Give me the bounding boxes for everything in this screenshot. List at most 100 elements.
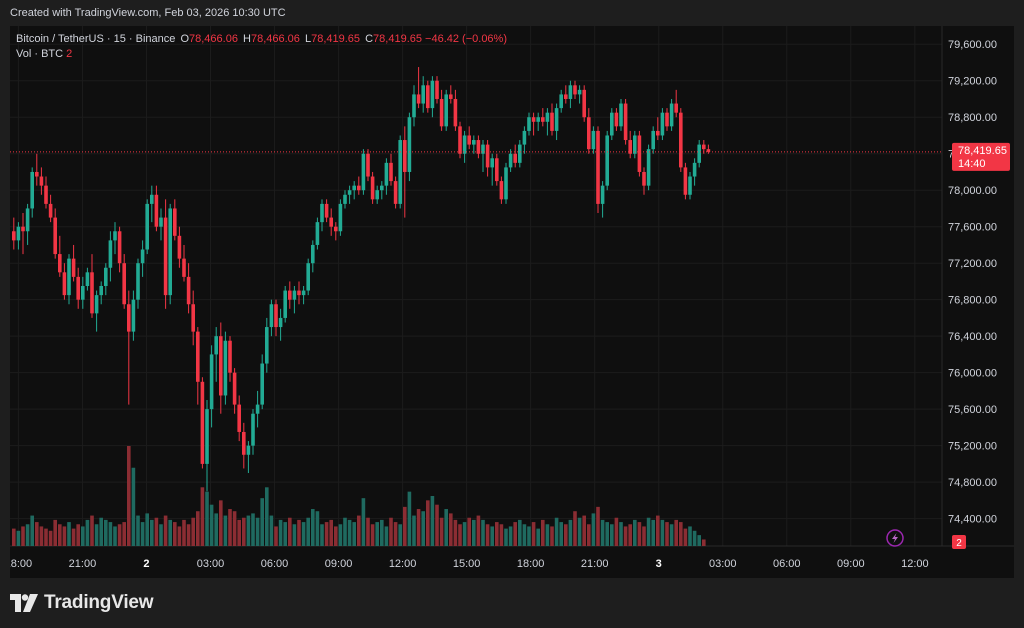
candle-body [697,144,701,163]
candle-body [223,340,228,396]
candle-body [150,194,154,204]
legend-row-price: Bitcoin / TetherUS · 15 · Binance O78,46… [16,32,507,47]
y-tick-label: 77,200.00 [948,258,997,270]
candle [21,213,25,255]
volume-bar [587,524,591,546]
chart-legend: Bitcoin / TetherUS · 15 · Binance O78,46… [16,32,507,62]
volume-bar [623,526,628,546]
candle [389,153,393,186]
candle-body [416,94,421,104]
x-tick-label: 09:00 [837,558,865,570]
volume-bar [223,515,228,546]
candle [550,103,554,136]
tradingview-logo[interactable]: TradingView [10,592,154,614]
candle [361,149,366,195]
candle-body [311,244,315,264]
volume-bar [430,496,435,546]
candle-body [315,222,320,245]
volume-bar [168,519,172,546]
candle [246,441,251,474]
symbol-label[interactable]: Bitcoin / TetherUS · 15 · Binance [16,33,176,45]
price-badge: 78,419.65 14:40 [952,142,1010,171]
candle-body [357,185,361,191]
volume-bar [334,526,338,546]
candle-body [338,203,343,232]
candle-body [301,290,306,296]
volume-bar [403,506,407,546]
candle-body [679,112,683,168]
candle [104,263,108,296]
lightning-icon[interactable] [886,529,904,547]
legend-row-volume: Vol · BTC 2 [16,47,507,62]
chart-panel[interactable]: 79,600.0079,200.0078,800.0078,400.0078,0… [10,26,1014,578]
candle [30,167,34,218]
candle [150,185,154,223]
candle-body [541,117,545,122]
candle [522,126,527,154]
volume-label[interactable]: Vol · BTC [16,48,64,60]
candle-body [577,89,582,95]
candle-body [688,176,692,195]
candle [435,76,439,104]
candle [656,117,660,141]
candle [53,208,57,259]
volume-bar [688,526,692,546]
candle [297,281,301,305]
candle [329,208,333,236]
volume-bar [573,511,577,546]
low-value: 78,419.65 [311,33,361,45]
candle-body [637,135,642,172]
volume-bar [596,506,600,546]
candle-body [587,117,591,150]
candle-body [76,276,80,300]
candle-body [163,217,168,296]
volume-bar [338,524,343,546]
x-tick-label: 09:00 [325,558,353,570]
candle-body [122,263,126,305]
candle [582,85,586,122]
y-tick-label: 74,800.00 [948,477,997,489]
candle-body [674,103,678,113]
candle-body [527,117,531,131]
candle [541,108,545,127]
candle-body [628,140,632,154]
candle-body [596,130,600,204]
x-tick-label: 12:00 [389,558,417,570]
candle [315,217,320,250]
candle [513,144,517,168]
candle [48,194,53,223]
candle [25,203,30,245]
candle-body [651,130,655,150]
candle-body [200,381,205,464]
volume-bar [21,526,25,546]
candle-body [329,217,333,227]
volume-bar [485,524,490,546]
candle [39,167,44,195]
candle [71,244,76,282]
candle-body [48,203,53,218]
volume-bar [453,519,458,546]
candle [375,185,379,204]
candle-body [94,295,99,314]
candlestick-chart[interactable]: 79,600.0079,200.0078,800.0078,400.0078,0… [10,26,1014,578]
candle [453,89,458,131]
candle [58,235,62,277]
candle [458,121,462,159]
y-tick-label: 75,200.00 [948,441,997,453]
candle [357,176,361,195]
y-tick-label: 75,600.00 [948,404,997,416]
candle-body [683,167,688,195]
candle [545,108,550,136]
volume-bar [260,498,264,546]
volume-bar [283,522,287,546]
candle [140,240,145,277]
candle [177,226,182,268]
candle-body [288,290,292,300]
volume-bar [357,515,361,546]
volume-bar [577,517,582,546]
candle [633,130,637,159]
candle [577,85,582,104]
volume-bar [642,526,646,546]
candle-body [421,85,425,104]
volume-bar [370,524,375,546]
